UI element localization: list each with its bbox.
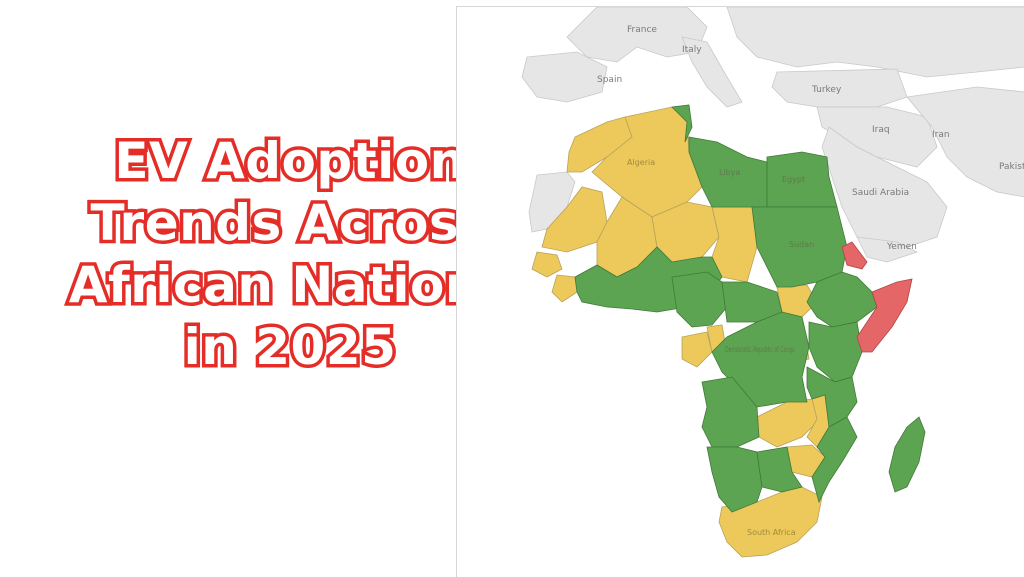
label-libya: Libya (719, 168, 740, 177)
label-egypt: Egypt (782, 175, 805, 184)
label-iraq: Iraq (872, 125, 890, 135)
label-saudi-arabia: Saudi Arabia (852, 188, 909, 198)
label-drc: Democratic Republic of Congo (725, 345, 795, 354)
title-line-2: Trends Across (87, 191, 493, 256)
label-iran: Iran (932, 130, 950, 140)
label-france: France (627, 25, 657, 35)
low-adoption-countries[interactable] (841, 241, 913, 353)
label-algeria: Algeria (627, 158, 655, 167)
label-yemen: Yemen (886, 242, 917, 252)
map-panel[interactable]: France Italy Spain Turkey Iraq Iran Saud… (456, 6, 1024, 577)
label-italy: Italy (682, 45, 702, 55)
label-spain: Spain (597, 75, 622, 85)
outside-land (521, 7, 1024, 263)
title-line-1: EV Adoption (111, 129, 469, 194)
label-pakistan: Pakist (999, 162, 1024, 172)
africa-map[interactable]: France Italy Spain Turkey Iraq Iran Saud… (457, 7, 1024, 577)
label-south-africa: South Africa (747, 528, 796, 537)
title-block: EV Adoption Trends Across African Nation… (40, 129, 540, 380)
label-sudan: Sudan (789, 240, 814, 249)
high-adoption-countries[interactable] (574, 104, 926, 513)
title-line-4: in 2025 (180, 315, 399, 380)
label-turkey: Turkey (811, 85, 842, 95)
title-line-3: African Nations (65, 253, 514, 318)
